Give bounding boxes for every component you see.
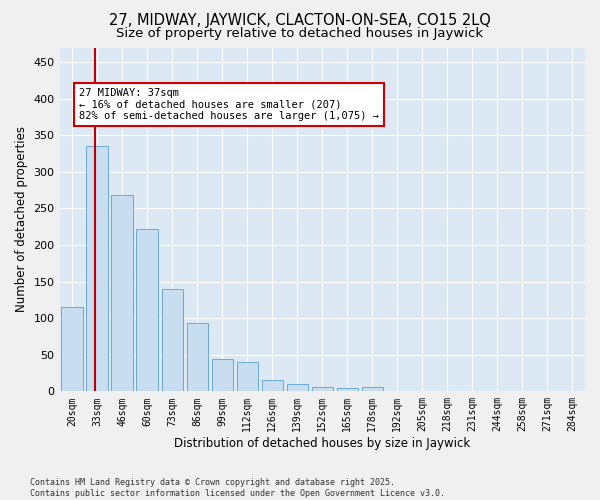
Text: Contains HM Land Registry data © Crown copyright and database right 2025.
Contai: Contains HM Land Registry data © Crown c… xyxy=(30,478,445,498)
Bar xyxy=(311,387,333,392)
Bar xyxy=(112,196,133,392)
Bar xyxy=(236,362,258,392)
Bar xyxy=(61,307,83,392)
Bar xyxy=(337,388,358,392)
Bar xyxy=(212,359,233,392)
Text: 27 MIDWAY: 37sqm
← 16% of detached houses are smaller (207)
82% of semi-detached: 27 MIDWAY: 37sqm ← 16% of detached house… xyxy=(79,88,379,121)
Bar xyxy=(86,146,108,392)
Text: Size of property relative to detached houses in Jaywick: Size of property relative to detached ho… xyxy=(116,28,484,40)
Bar xyxy=(187,322,208,392)
Bar xyxy=(136,229,158,392)
X-axis label: Distribution of detached houses by size in Jaywick: Distribution of detached houses by size … xyxy=(174,437,470,450)
Bar xyxy=(161,289,183,392)
Bar xyxy=(262,380,283,392)
Y-axis label: Number of detached properties: Number of detached properties xyxy=(15,126,28,312)
Text: 27, MIDWAY, JAYWICK, CLACTON-ON-SEA, CO15 2LQ: 27, MIDWAY, JAYWICK, CLACTON-ON-SEA, CO1… xyxy=(109,12,491,28)
Bar xyxy=(287,384,308,392)
Bar xyxy=(362,387,383,392)
